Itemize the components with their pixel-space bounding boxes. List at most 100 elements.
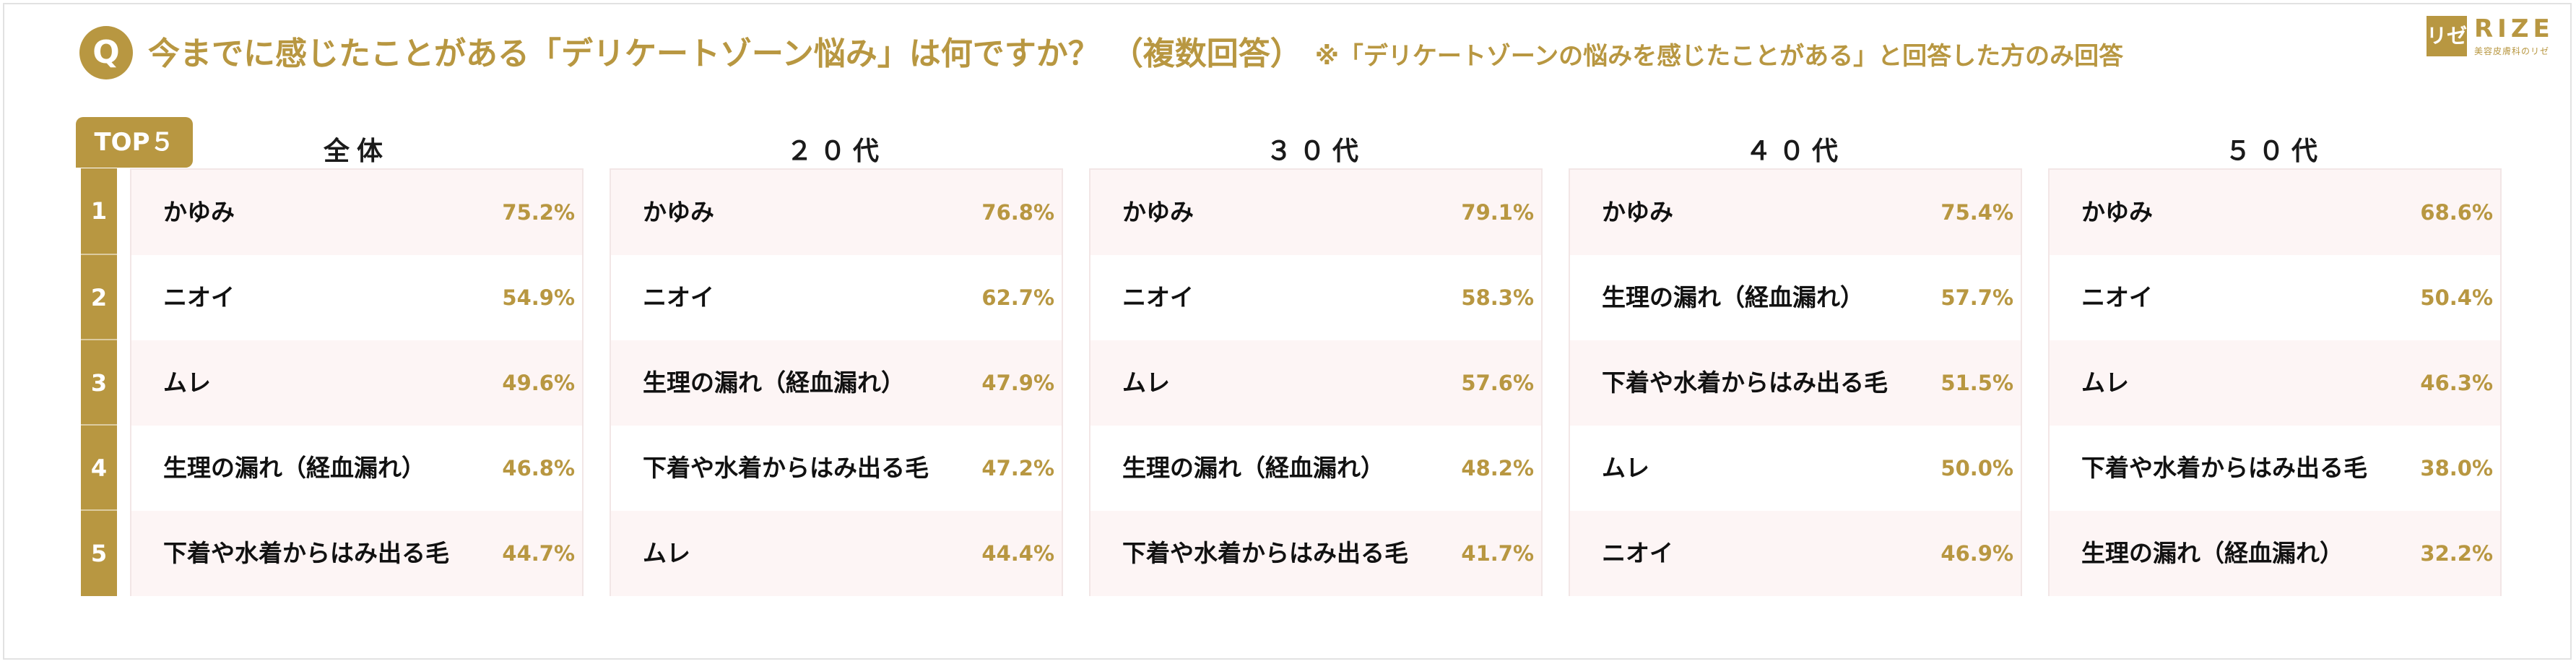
- ranking-row: ムレ 57.6%: [1090, 340, 1541, 426]
- item-percentage: 62.7%: [981, 285, 1054, 310]
- item-percentage: 57.7%: [1940, 285, 2013, 310]
- item-label: ニオイ: [643, 283, 714, 311]
- ranking-row: かゆみ 75.2%: [131, 170, 582, 255]
- rank-number: 1: [90, 197, 108, 225]
- ranking-row: 生理の漏れ（経血漏れ） 46.8%: [131, 426, 582, 511]
- rank-column: 1 2 3 4 5: [81, 168, 117, 596]
- multiple-answer-note: （複数回答）: [1111, 35, 1302, 72]
- ranking-row: 生理の漏れ（経血漏れ） 57.7%: [1570, 255, 2021, 340]
- item-label: ニオイ: [1122, 283, 1194, 311]
- panel-body: かゆみ 75.4% 生理の漏れ（経血漏れ） 57.7% 下着や水着からはみ出る毛 51.5…: [1569, 168, 2022, 596]
- ranking-panel: 全体かゆみ 75.2% ニオイ 54.9% ムレ 49.6% 生理の漏れ（経血漏れ） 46.8…: [130, 137, 584, 596]
- item-percentage: 54.9%: [502, 285, 575, 310]
- item-percentage: 46.9%: [1940, 541, 2013, 566]
- item-percentage: 44.4%: [981, 541, 1054, 566]
- ranking-row: 下着や水着からはみ出る毛 51.5%: [1570, 340, 2021, 426]
- item-label: 下着や水着からはみ出る毛: [2081, 454, 2367, 482]
- panel-header: ３０代: [1265, 137, 1366, 166]
- top5-label: TOP５: [76, 117, 193, 168]
- item-label: ムレ: [643, 539, 690, 567]
- item-label: かゆみ: [643, 198, 714, 226]
- panel-header: ４０代: [1745, 137, 1845, 166]
- item-label: ムレ: [1602, 454, 1649, 482]
- panel-body: かゆみ 75.2% ニオイ 54.9% ムレ 49.6% 生理の漏れ（経血漏れ） 46.8% 下…: [130, 168, 584, 596]
- ranking-row: ニオイ 62.7%: [611, 255, 1062, 340]
- item-label: 下着や水着からはみ出る毛: [1602, 368, 1888, 397]
- item-label: かゆみ: [1122, 198, 1194, 226]
- item-label: 生理の漏れ（経血漏れ）: [1122, 454, 1384, 482]
- item-percentage: 46.8%: [502, 456, 575, 480]
- item-percentage: 46.3%: [2420, 371, 2493, 395]
- logo-text: RIZE: [2474, 14, 2554, 43]
- item-percentage: 50.0%: [1940, 456, 2013, 480]
- item-percentage: 38.0%: [2420, 456, 2493, 480]
- ranking-panel: ２０代かゆみ 76.8% ニオイ 62.7% 生理の漏れ（経血漏れ） 47.9% 下着や水着…: [610, 137, 1063, 596]
- logo-subtext: 美容皮膚科のリゼ: [2474, 46, 2550, 56]
- item-percentage: 44.7%: [502, 541, 575, 566]
- ranking-row: ニオイ 46.9%: [1570, 511, 2021, 596]
- ranking-row: ニオイ 54.9%: [131, 255, 582, 340]
- ranking-row: ムレ 49.6%: [131, 340, 582, 426]
- ranking-panel: ５０代かゆみ 68.6% ニオイ 50.4% ムレ 46.3% 下着や水着からはみ出る毛 38…: [2048, 137, 2502, 596]
- ranking-row: 生理の漏れ（経血漏れ） 48.2%: [1090, 426, 1541, 511]
- ranking-row: 下着や水着からはみ出る毛 47.2%: [611, 426, 1062, 511]
- brand-logo: リゼ RIZE 美容皮膚科のリゼ: [2427, 13, 2564, 64]
- ranking-row: 生理の漏れ（経血漏れ） 32.2%: [2050, 511, 2500, 596]
- item-percentage: 79.1%: [1461, 200, 1534, 225]
- item-percentage: 47.9%: [981, 371, 1054, 395]
- question-badge: Q: [79, 26, 133, 79]
- item-label: ニオイ: [1602, 539, 1673, 567]
- ranking-row: 生理の漏れ（経血漏れ） 47.9%: [611, 340, 1062, 426]
- rank-number: 4: [81, 424, 117, 511]
- logo-mark: リゼ: [2427, 16, 2467, 56]
- item-percentage: 68.6%: [2420, 200, 2493, 225]
- item-label: ムレ: [2081, 368, 2129, 397]
- item-percentage: 75.4%: [1940, 200, 2013, 225]
- item-label: かゆみ: [1602, 198, 1673, 226]
- panel-body: かゆみ 76.8% ニオイ 62.7% 生理の漏れ（経血漏れ） 47.9% 下着や水着からは…: [610, 168, 1063, 596]
- panel-header: ５０代: [2224, 137, 2325, 166]
- ranking-row: ムレ 46.3%: [2050, 340, 2500, 426]
- ranking-row: かゆみ 76.8%: [611, 170, 1062, 255]
- ranking-row: ニオイ 50.4%: [2050, 255, 2500, 340]
- ranking-row: 下着や水着からはみ出る毛 38.0%: [2050, 426, 2500, 511]
- item-label: 生理の漏れ（経血漏れ）: [163, 454, 425, 482]
- item-label: 下着や水着からはみ出る毛: [643, 454, 929, 482]
- panel-header: ２０代: [786, 137, 886, 166]
- item-label: 生理の漏れ（経血漏れ）: [1602, 283, 1864, 311]
- panel-body: かゆみ 79.1% ニオイ 58.3% ムレ 57.6% 生理の漏れ（経血漏れ） 48.2% 下…: [1089, 168, 1543, 596]
- item-label: かゆみ: [163, 198, 235, 226]
- item-label: ニオイ: [2081, 283, 2153, 311]
- item-label: ニオイ: [163, 283, 235, 311]
- ranking-panel: ４０代かゆみ 75.4% 生理の漏れ（経血漏れ） 57.7% 下着や水着からはみ出る毛 5…: [1569, 137, 2022, 596]
- rank-number: 2: [81, 254, 117, 340]
- question-text: 今までに感じたことがある「デリケートゾーン悩み」は何ですか？: [148, 35, 1100, 72]
- item-label: 生理の漏れ（経血漏れ）: [643, 368, 905, 397]
- ranking-row: ムレ 50.0%: [1570, 426, 2021, 511]
- question-title: 今までに感じたことがある「デリケートゾーン悩み」は何ですか？ （複数回答） ※「デリ…: [148, 29, 2123, 79]
- item-label: 生理の漏れ（経血漏れ）: [2081, 539, 2343, 567]
- item-label: ムレ: [163, 368, 211, 397]
- item-percentage: 48.2%: [1461, 456, 1534, 480]
- ranking-row: かゆみ 68.6%: [2050, 170, 2500, 255]
- item-percentage: 57.6%: [1461, 371, 1534, 395]
- panel-body: かゆみ 68.6% ニオイ 50.4% ムレ 46.3% 下着や水着からはみ出る毛 38.0%…: [2048, 168, 2502, 596]
- panel-header: 全体: [323, 137, 390, 166]
- item-percentage: 75.2%: [502, 200, 575, 225]
- item-percentage: 50.4%: [2420, 285, 2493, 310]
- item-label: かゆみ: [2081, 198, 2153, 226]
- item-percentage: 76.8%: [981, 200, 1054, 225]
- item-percentage: 51.5%: [1940, 371, 2013, 395]
- ranking-row: かゆみ 75.4%: [1570, 170, 2021, 255]
- item-percentage: 32.2%: [2420, 541, 2493, 566]
- ranking-row: 下着や水着からはみ出る毛 44.7%: [131, 511, 582, 596]
- rank-number: 5: [81, 509, 117, 596]
- item-label: ムレ: [1122, 368, 1170, 397]
- ranking-panel: ３０代かゆみ 79.1% ニオイ 58.3% ムレ 57.6% 生理の漏れ（経血漏れ） 48.…: [1089, 137, 1543, 596]
- item-label: 下着や水着からはみ出る毛: [1122, 539, 1408, 567]
- item-percentage: 49.6%: [502, 371, 575, 395]
- ranking-row: ニオイ 58.3%: [1090, 255, 1541, 340]
- item-label: 下着や水着からはみ出る毛: [163, 539, 449, 567]
- respondent-note: ※「デリケートゾーンの悩みを感じたことがある」と回答した方のみ回答: [1314, 42, 2124, 71]
- rank-number: 3: [81, 339, 117, 426]
